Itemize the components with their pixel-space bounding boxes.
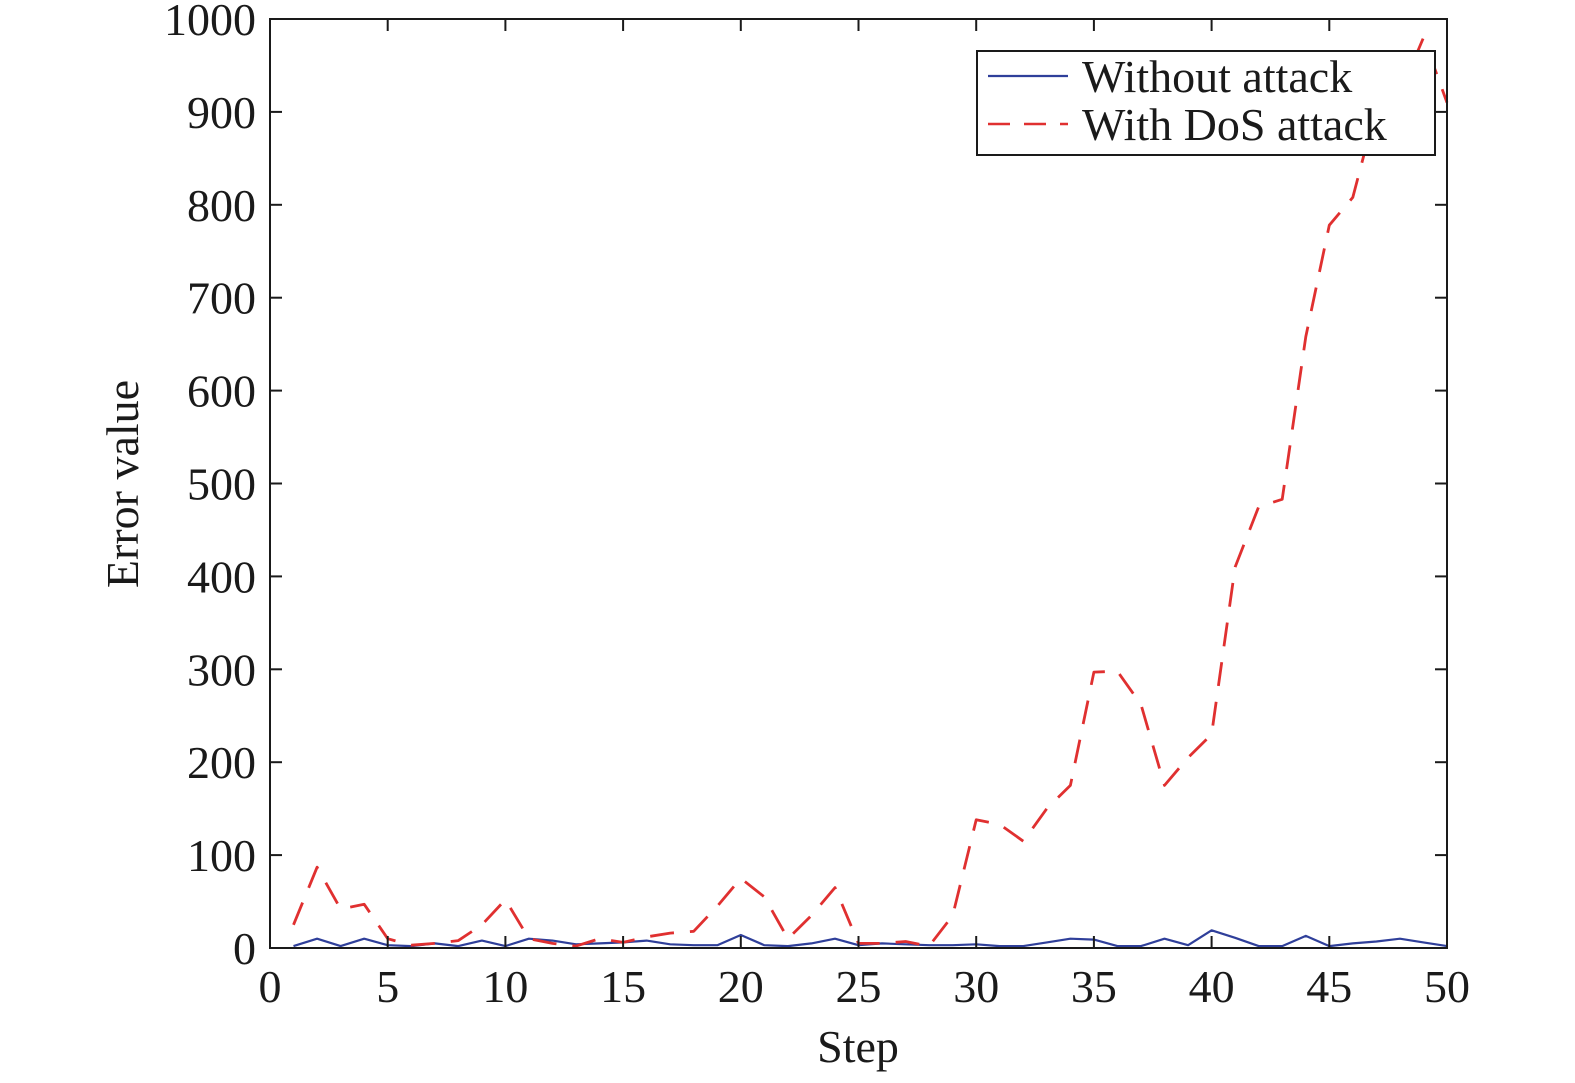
x-tick-label: 35 xyxy=(1071,961,1117,1012)
x-tick-label: 15 xyxy=(600,961,646,1012)
y-tick-label: 600 xyxy=(187,366,256,417)
y-tick-label: 500 xyxy=(187,459,256,510)
axis-ticks: 0 5 10 15 20 25 30 35 40 45 5001002003004005006007… xyxy=(164,0,1470,1012)
x-tick-label: 0 xyxy=(259,961,282,1012)
series-line-with-dos-attack xyxy=(292,36,1449,948)
legend-box xyxy=(976,50,1436,156)
legend-label-without-attack: Without attack xyxy=(1082,51,1352,102)
x-tick-label: 25 xyxy=(836,961,882,1012)
x-tick-label: 30 xyxy=(953,961,999,1012)
legend: Without attack With DoS attack xyxy=(976,50,1436,156)
x-tick-label: 50 xyxy=(1424,961,1470,1012)
y-axis-title: Error value xyxy=(97,380,148,588)
y-tick-label: 1000 xyxy=(164,0,256,45)
y-tick-label: 300 xyxy=(187,644,256,695)
x-tick-label: 5 xyxy=(376,961,399,1012)
series-lines xyxy=(292,36,1449,948)
x-tick-label: 40 xyxy=(1189,961,1235,1012)
y-tick-label: 900 xyxy=(187,87,256,138)
y-tick-label: 700 xyxy=(187,273,256,324)
plot-frame xyxy=(269,18,1448,949)
y-tick-label: 0 xyxy=(233,923,256,974)
legend-label-with-dos-attack: With DoS attack xyxy=(1082,99,1387,150)
y-tick-label: 400 xyxy=(187,551,256,602)
y-tick-label: 200 xyxy=(187,737,256,788)
x-axis-title: Step xyxy=(817,1021,899,1072)
y-tick-label: 800 xyxy=(187,180,256,231)
x-tick-label: 10 xyxy=(482,961,528,1012)
x-tick-label: 20 xyxy=(718,961,764,1012)
y-tick-label: 100 xyxy=(187,830,256,881)
x-tick-label: 45 xyxy=(1306,961,1352,1012)
